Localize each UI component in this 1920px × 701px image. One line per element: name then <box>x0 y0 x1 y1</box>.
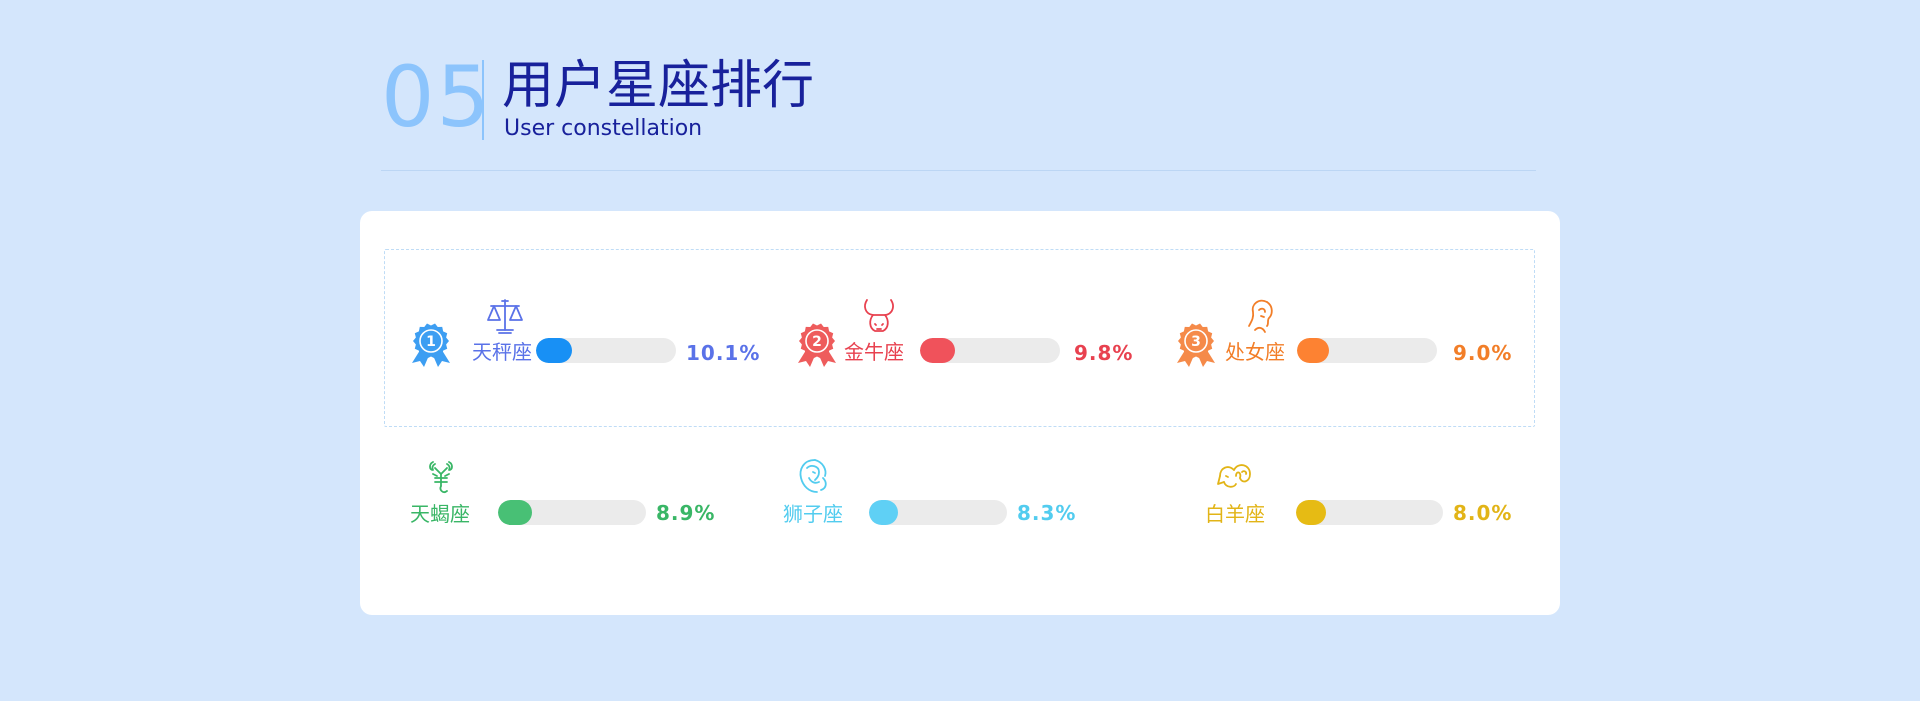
percentage-label: 10.1% <box>686 341 761 365</box>
progress-track <box>869 500 1007 525</box>
percentage-label: 9.8% <box>1074 341 1134 365</box>
rank-number: 1 <box>426 334 436 350</box>
header-underline <box>381 170 1536 171</box>
constellation-name: 金牛座 <box>844 340 904 364</box>
constellation-name: 天秤座 <box>472 340 532 364</box>
leo-icon <box>793 456 833 496</box>
top-three-box <box>384 249 1535 427</box>
rank-number: 2 <box>812 334 822 350</box>
progress-track <box>920 338 1060 363</box>
rank-medal-icon: 1 <box>408 321 454 367</box>
percentage-label: 8.9% <box>656 501 716 525</box>
progress-bar <box>869 500 899 525</box>
page-title: 用户星座排行 <box>502 56 815 116</box>
rank-medal-icon: 2 <box>794 321 840 367</box>
page-subtitle: User constellation <box>504 116 703 141</box>
rank-number: 3 <box>1191 334 1201 350</box>
progress-bar <box>1297 338 1330 363</box>
progress-bar <box>920 338 955 363</box>
constellation-name: 处女座 <box>1225 340 1285 364</box>
taurus-icon <box>859 296 899 336</box>
progress-track <box>1296 500 1443 525</box>
progress-track <box>1297 338 1437 363</box>
constellation-name: 狮子座 <box>783 502 843 526</box>
ranking-card: 1 天秤座 10.1% 2 金牛座 9.8% 3 处女座 9.0% 天蝎座 8.9% 狮子座 8.3% 白… <box>360 211 1560 615</box>
constellation-name: 白羊座 <box>1205 502 1265 526</box>
progress-bar <box>1296 500 1326 525</box>
aries-icon <box>1214 456 1254 496</box>
progress-bar <box>498 500 532 525</box>
percentage-label: 8.0% <box>1453 501 1513 525</box>
section-number: 05 <box>381 48 492 146</box>
percentage-label: 8.3% <box>1017 501 1077 525</box>
progress-bar <box>536 338 573 363</box>
progress-track <box>498 500 646 525</box>
progress-track <box>536 338 676 363</box>
percentage-label: 9.0% <box>1453 341 1513 365</box>
libra-icon <box>485 296 525 336</box>
rank-medal-icon: 3 <box>1173 321 1219 367</box>
virgo-icon <box>1241 296 1281 336</box>
header-divider <box>482 60 484 140</box>
constellation-name: 天蝎座 <box>410 502 470 526</box>
scorpio-icon <box>421 456 461 496</box>
